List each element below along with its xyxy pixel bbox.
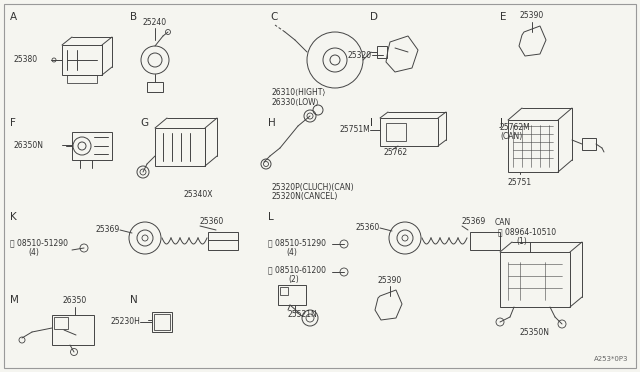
Text: 25320N(CANCEL): 25320N(CANCEL) [272,192,339,201]
Text: Ⓢ 08510-51290: Ⓢ 08510-51290 [268,238,326,247]
Text: 25340X: 25340X [183,190,212,199]
Bar [377,46,387,58]
Text: A: A [10,12,17,22]
Text: N: N [130,295,138,305]
Bar [72,132,112,160]
Bar [280,287,288,295]
Text: (1): (1) [516,237,527,246]
Text: 25369: 25369 [462,218,486,227]
Text: (CAN): (CAN) [500,131,522,141]
Bar [508,120,558,172]
Text: 25240: 25240 [143,18,167,27]
Text: 25320P(CLUCH)(CAN): 25320P(CLUCH)(CAN) [272,183,355,192]
Text: C: C [270,12,277,22]
Text: 26310⟨HIGHT⟩: 26310⟨HIGHT⟩ [272,88,326,97]
Bar [386,123,406,141]
Text: 25369: 25369 [96,225,120,234]
Bar [152,312,172,332]
Text: 25751M: 25751M [339,125,370,135]
Bar [155,128,205,166]
Text: 25762M: 25762M [500,122,531,131]
Bar [500,252,570,307]
Text: CAN: CAN [495,218,511,227]
Text: E: E [500,12,506,22]
Text: 25390: 25390 [378,276,402,285]
Bar [54,317,68,329]
Bar [208,232,238,250]
Text: 25521N: 25521N [288,310,317,319]
Text: I: I [370,118,373,128]
Text: 25230H: 25230H [110,317,140,327]
Text: H: H [268,118,276,128]
Bar [62,45,102,75]
Bar [52,315,94,345]
Text: J: J [500,118,503,128]
Bar [154,314,170,330]
Text: M: M [10,295,19,305]
Bar [278,285,306,305]
Text: 25320: 25320 [348,51,372,60]
Text: Ⓢ 08510-51290: Ⓢ 08510-51290 [10,238,68,247]
Bar [582,138,596,150]
Text: L: L [268,212,274,222]
Text: 25360: 25360 [356,224,380,232]
Text: 26330⟨LOW⟩: 26330⟨LOW⟩ [272,98,319,107]
Text: 25762: 25762 [384,148,408,157]
Text: 25380: 25380 [14,55,38,64]
Bar [147,82,163,92]
Text: A253*0P3: A253*0P3 [593,356,628,362]
Text: 25350N: 25350N [520,328,550,337]
Bar [380,118,438,146]
Text: (2): (2) [288,275,299,284]
Text: 25751: 25751 [508,178,532,187]
Text: 25390: 25390 [520,11,544,20]
Bar [470,232,500,250]
Text: (4): (4) [28,248,39,257]
Bar [67,75,97,83]
Text: K: K [10,212,17,222]
Text: 26350N: 26350N [13,141,43,150]
Text: G: G [140,118,148,128]
Text: ⓓ 08964-10510: ⓓ 08964-10510 [498,227,556,236]
Text: D: D [370,12,378,22]
Text: 25360: 25360 [200,218,224,227]
Text: (4): (4) [286,248,297,257]
Text: B: B [130,12,137,22]
Text: F: F [10,118,16,128]
Text: Ⓢ 08510-61200: Ⓢ 08510-61200 [268,265,326,274]
Text: 26350: 26350 [63,296,87,305]
